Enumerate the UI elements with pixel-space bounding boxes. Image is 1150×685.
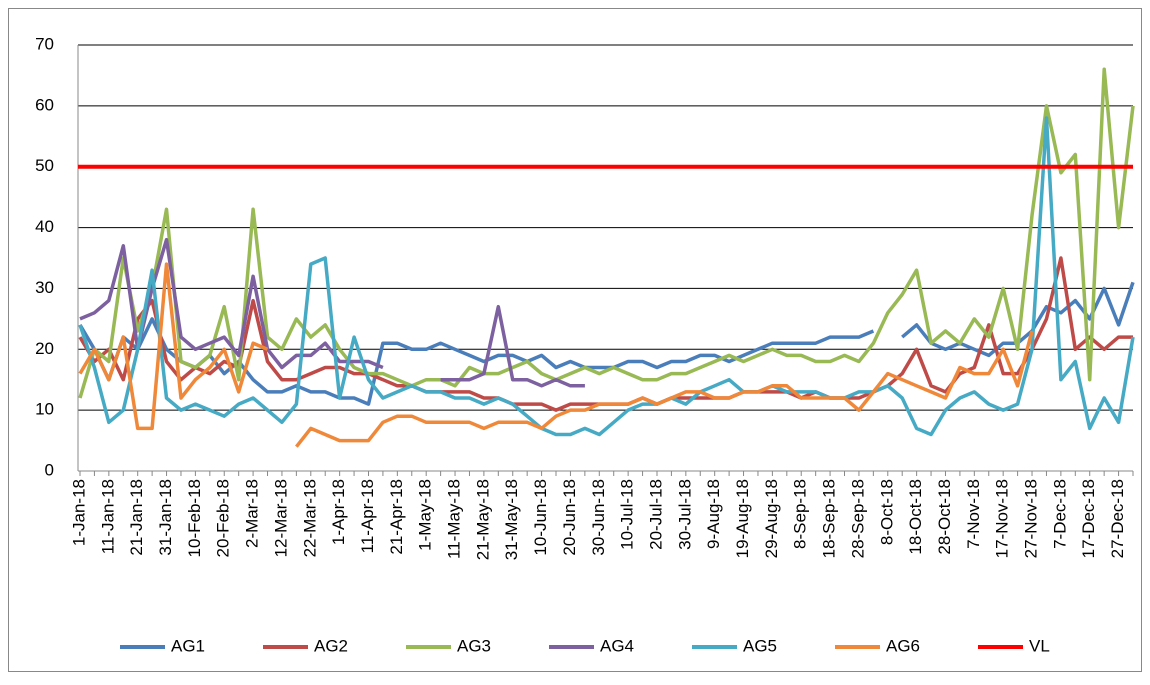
series-line [78, 116, 1135, 437]
legend-label: AG2 [314, 636, 348, 655]
x-tick-label: 17-Dec-18 [1079, 479, 1098, 558]
x-tick-label: 10-Jun-18 [531, 479, 550, 556]
x-tick-label: 11-Jan-18 [98, 479, 117, 554]
x-tick-label: 1-May-18 [416, 479, 435, 551]
x-tick-label: 31-May-18 [502, 479, 521, 560]
x-tick-label: 1-Apr-18 [329, 479, 348, 545]
x-tick-label: 10-Feb-18 [185, 479, 204, 557]
x-tick-label: 30-Jun-18 [589, 479, 608, 556]
legend-label: AG1 [171, 636, 205, 655]
legend-label: AG6 [886, 636, 920, 655]
chart-border [8, 8, 1142, 672]
x-tick-label: 9-Aug-18 [704, 479, 723, 549]
y-tick-label: 20 [35, 339, 54, 358]
x-tick-label: 20-Feb-18 [214, 479, 233, 557]
x-tick-label: 22-Mar-18 [300, 479, 319, 557]
x-tick-label: 19-Aug-18 [733, 479, 752, 558]
x-tick-label: 11-Apr-18 [358, 479, 377, 553]
x-tick-label: 17-Nov-18 [993, 479, 1012, 558]
x-tick-label: 20-Jun-18 [560, 479, 579, 556]
y-tick-label: 10 [35, 400, 54, 419]
legend-label: AG4 [600, 636, 634, 655]
x-tick-label: 7-Dec-18 [1050, 479, 1069, 549]
x-tick-label: 27-Dec-18 [1108, 479, 1127, 558]
x-tick-label: 21-Jan-18 [127, 479, 146, 556]
legend-label: AG5 [743, 636, 777, 655]
x-tick-label: 29-Aug-18 [762, 479, 781, 558]
x-tick-label: 31-Jan-18 [156, 479, 175, 556]
x-tick-label: 30-Jul-18 [675, 479, 694, 550]
x-tick-label: 18-Oct-18 [906, 479, 925, 555]
x-tick-label: 27-Nov-18 [1022, 479, 1041, 558]
y-tick-label: 70 [35, 34, 54, 53]
x-tick-label: 12-Mar-18 [271, 479, 290, 557]
x-tick-label: 20-Jul-18 [646, 479, 665, 550]
x-tick-label: 10-Jul-18 [618, 479, 637, 550]
y-tick-label: 0 [45, 460, 54, 479]
y-tick-label: 50 [35, 156, 54, 175]
x-tick-label: 21-May-18 [473, 479, 492, 560]
legend-label: VL [1029, 636, 1050, 655]
x-tick-label: 28-Oct-18 [935, 479, 954, 555]
x-tick-label: 21-Apr-18 [387, 479, 406, 555]
x-tick-label: 8-Sep-18 [791, 479, 810, 549]
series-line [78, 67, 1135, 399]
x-tick-label: 1-Jan-18 [69, 479, 88, 546]
series-line [78, 262, 1034, 448]
x-tick-label: 8-Oct-18 [877, 479, 896, 545]
y-tick-label: 60 [35, 95, 54, 114]
x-tick-label: 11-May-18 [445, 479, 464, 559]
x-tick-label: 28-Sep-18 [848, 479, 867, 558]
legend-label: AG3 [457, 636, 491, 655]
series-line [79, 237, 585, 388]
x-tick-label: 2-Mar-18 [243, 479, 262, 548]
y-tick-label: 30 [35, 278, 54, 297]
x-tick-label: 18-Sep-18 [820, 479, 839, 558]
x-tick-label: 7-Nov-18 [964, 479, 983, 549]
y-tick-label: 40 [35, 217, 54, 236]
